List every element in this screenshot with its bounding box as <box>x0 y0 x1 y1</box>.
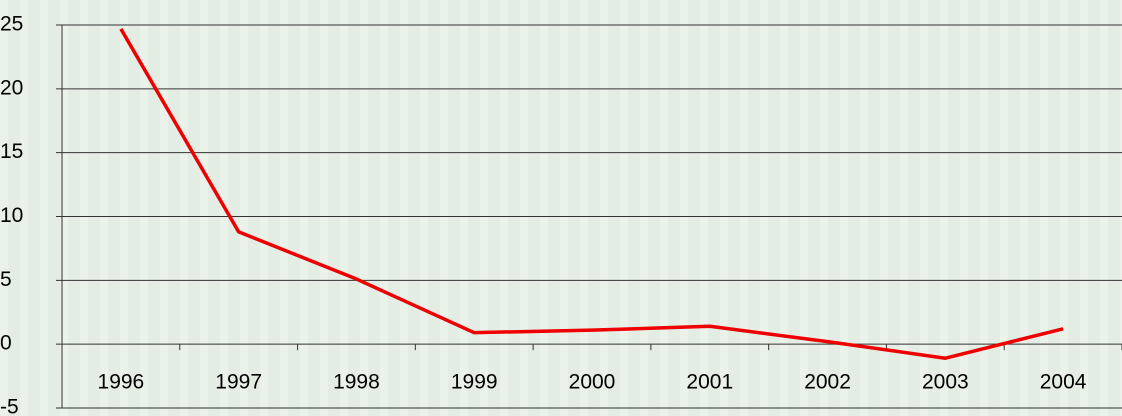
x-tick-label: 2001 <box>686 371 733 394</box>
x-tick-label: 1999 <box>451 371 498 394</box>
y-tick-label: 25 <box>0 13 23 36</box>
y-tick-label: 15 <box>0 140 23 163</box>
y-tick-label: -5 <box>0 396 19 416</box>
y-tick-label: 5 <box>0 268 12 291</box>
x-tick-label: 2002 <box>804 371 851 394</box>
line <box>119 27 1064 360</box>
x-tick-label: 2003 <box>922 371 969 394</box>
y-tick-label: 10 <box>0 204 23 227</box>
x-tick-label: 2004 <box>1040 371 1087 394</box>
x-tick-label: 1997 <box>215 371 262 394</box>
y-tick-label: 20 <box>0 76 23 99</box>
x-tick-label: 1996 <box>98 371 145 394</box>
x-tick-label: 2000 <box>569 371 616 394</box>
y-tick-label: 0 <box>0 332 12 355</box>
x-tick-label: 1998 <box>333 371 380 394</box>
